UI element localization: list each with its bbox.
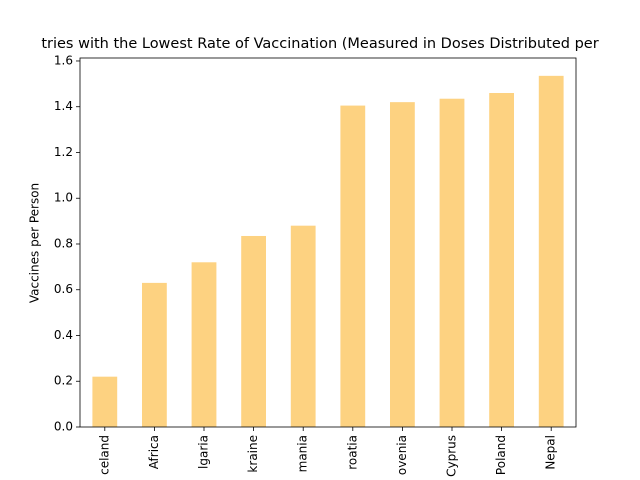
y-tick-label: 0.8 <box>54 236 73 250</box>
x-tick-label: celand <box>97 435 111 475</box>
x-tick-label: lgaria <box>197 435 211 469</box>
y-tick-label: 0.4 <box>54 328 73 342</box>
x-tick-label: roatia <box>345 435 359 470</box>
x-tick-label: ovenia <box>395 435 409 475</box>
bar <box>191 262 217 427</box>
bar <box>290 225 316 427</box>
bar <box>340 105 366 428</box>
bar <box>241 235 266 427</box>
y-tick-label: 0.2 <box>54 374 73 388</box>
bar <box>489 93 514 427</box>
x-tick-label: Poland <box>494 435 508 475</box>
y-tick-label: 1.6 <box>54 53 73 67</box>
y-tick-label: 1.4 <box>54 99 73 113</box>
chart-title: tries with the Lowest Rate of Vaccinatio… <box>41 36 598 52</box>
x-tick-label: Nepal <box>544 435 558 470</box>
bar <box>142 282 167 427</box>
y-tick-label: 1.2 <box>54 145 73 159</box>
bar <box>390 102 415 428</box>
bar <box>92 376 118 427</box>
x-tick-label: kraine <box>246 435 260 473</box>
x-tick-label: mania <box>296 435 310 472</box>
y-tick-label: 0.6 <box>54 282 73 296</box>
y-tick-label: 0.0 <box>54 420 73 434</box>
x-tick-label: Africa <box>147 435 161 469</box>
bar <box>439 98 465 427</box>
plot-frame <box>79 57 577 428</box>
x-tick-label: Cyprus <box>445 435 459 477</box>
bar <box>538 75 564 427</box>
y-axis-label: Vaccines per Person <box>28 183 42 303</box>
y-tick-label: 1.0 <box>54 191 73 205</box>
